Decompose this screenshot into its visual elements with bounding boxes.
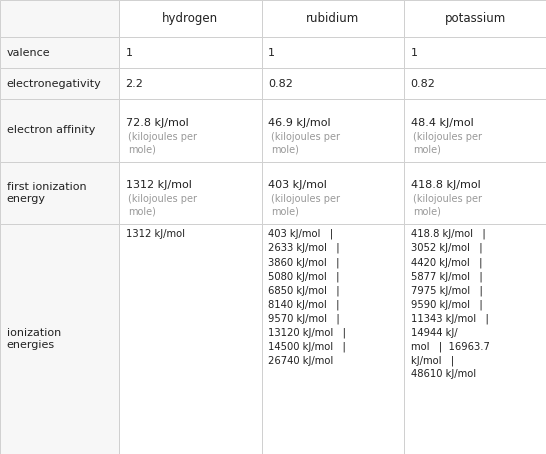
Text: hydrogen: hydrogen — [162, 12, 218, 25]
Bar — [0, 162, 119, 224]
Text: 1312 kJ/mol: 1312 kJ/mol — [126, 229, 185, 239]
Text: (kilojoules per
mole): (kilojoules per mole) — [413, 132, 482, 154]
Text: 403 kJ/mol   |
2633 kJ/mol   |
3860 kJ/mol   |
5080 kJ/mol   |
6850 kJ/mol   |
8: 403 kJ/mol | 2633 kJ/mol | 3860 kJ/mol |… — [268, 229, 346, 366]
Bar — [262, 99, 404, 162]
Bar — [404, 37, 546, 68]
Bar — [119, 224, 262, 454]
Text: electronegativity: electronegativity — [7, 79, 102, 89]
Text: 1: 1 — [126, 48, 133, 58]
Bar — [0, 99, 119, 162]
Text: 1: 1 — [411, 48, 418, 58]
Text: 0.82: 0.82 — [268, 79, 293, 89]
Bar — [404, 68, 546, 99]
Bar — [262, 224, 404, 454]
Bar — [0, 37, 119, 68]
Text: electron affinity: electron affinity — [7, 125, 95, 135]
Bar — [119, 0, 262, 37]
Text: 418.8 kJ/mol   |
3052 kJ/mol   |
4420 kJ/mol   |
5877 kJ/mol   |
7975 kJ/mol   |: 418.8 kJ/mol | 3052 kJ/mol | 4420 kJ/mol… — [411, 229, 489, 379]
Text: potassium: potassium — [444, 12, 506, 25]
Text: (kilojoules per
mole): (kilojoules per mole) — [128, 194, 197, 217]
Bar — [262, 162, 404, 224]
Bar — [404, 0, 546, 37]
Bar — [262, 0, 404, 37]
Text: 403 kJ/mol: 403 kJ/mol — [268, 180, 327, 190]
Bar — [0, 68, 119, 99]
Text: valence: valence — [7, 48, 50, 58]
Bar — [262, 68, 404, 99]
Bar — [119, 37, 262, 68]
Text: first ionization
energy: first ionization energy — [7, 182, 86, 204]
Text: 1: 1 — [268, 48, 275, 58]
Bar — [404, 99, 546, 162]
Bar — [119, 162, 262, 224]
Text: (kilojoules per
mole): (kilojoules per mole) — [128, 132, 197, 154]
Text: (kilojoules per
mole): (kilojoules per mole) — [271, 132, 340, 154]
Text: 46.9 kJ/mol: 46.9 kJ/mol — [268, 118, 331, 128]
Text: 48.4 kJ/mol: 48.4 kJ/mol — [411, 118, 473, 128]
Text: ionization
energies: ionization energies — [7, 328, 61, 350]
Text: 0.82: 0.82 — [411, 79, 436, 89]
Text: (kilojoules per
mole): (kilojoules per mole) — [271, 194, 340, 217]
Bar — [119, 68, 262, 99]
Text: 1312 kJ/mol: 1312 kJ/mol — [126, 180, 192, 190]
Bar — [404, 224, 546, 454]
Text: rubidium: rubidium — [306, 12, 359, 25]
Text: 2.2: 2.2 — [126, 79, 144, 89]
Bar — [0, 0, 119, 37]
Text: (kilojoules per
mole): (kilojoules per mole) — [413, 194, 482, 217]
Bar — [0, 224, 119, 454]
Bar — [404, 162, 546, 224]
Bar — [119, 99, 262, 162]
Text: 72.8 kJ/mol: 72.8 kJ/mol — [126, 118, 188, 128]
Text: 418.8 kJ/mol: 418.8 kJ/mol — [411, 180, 480, 190]
Bar — [262, 37, 404, 68]
